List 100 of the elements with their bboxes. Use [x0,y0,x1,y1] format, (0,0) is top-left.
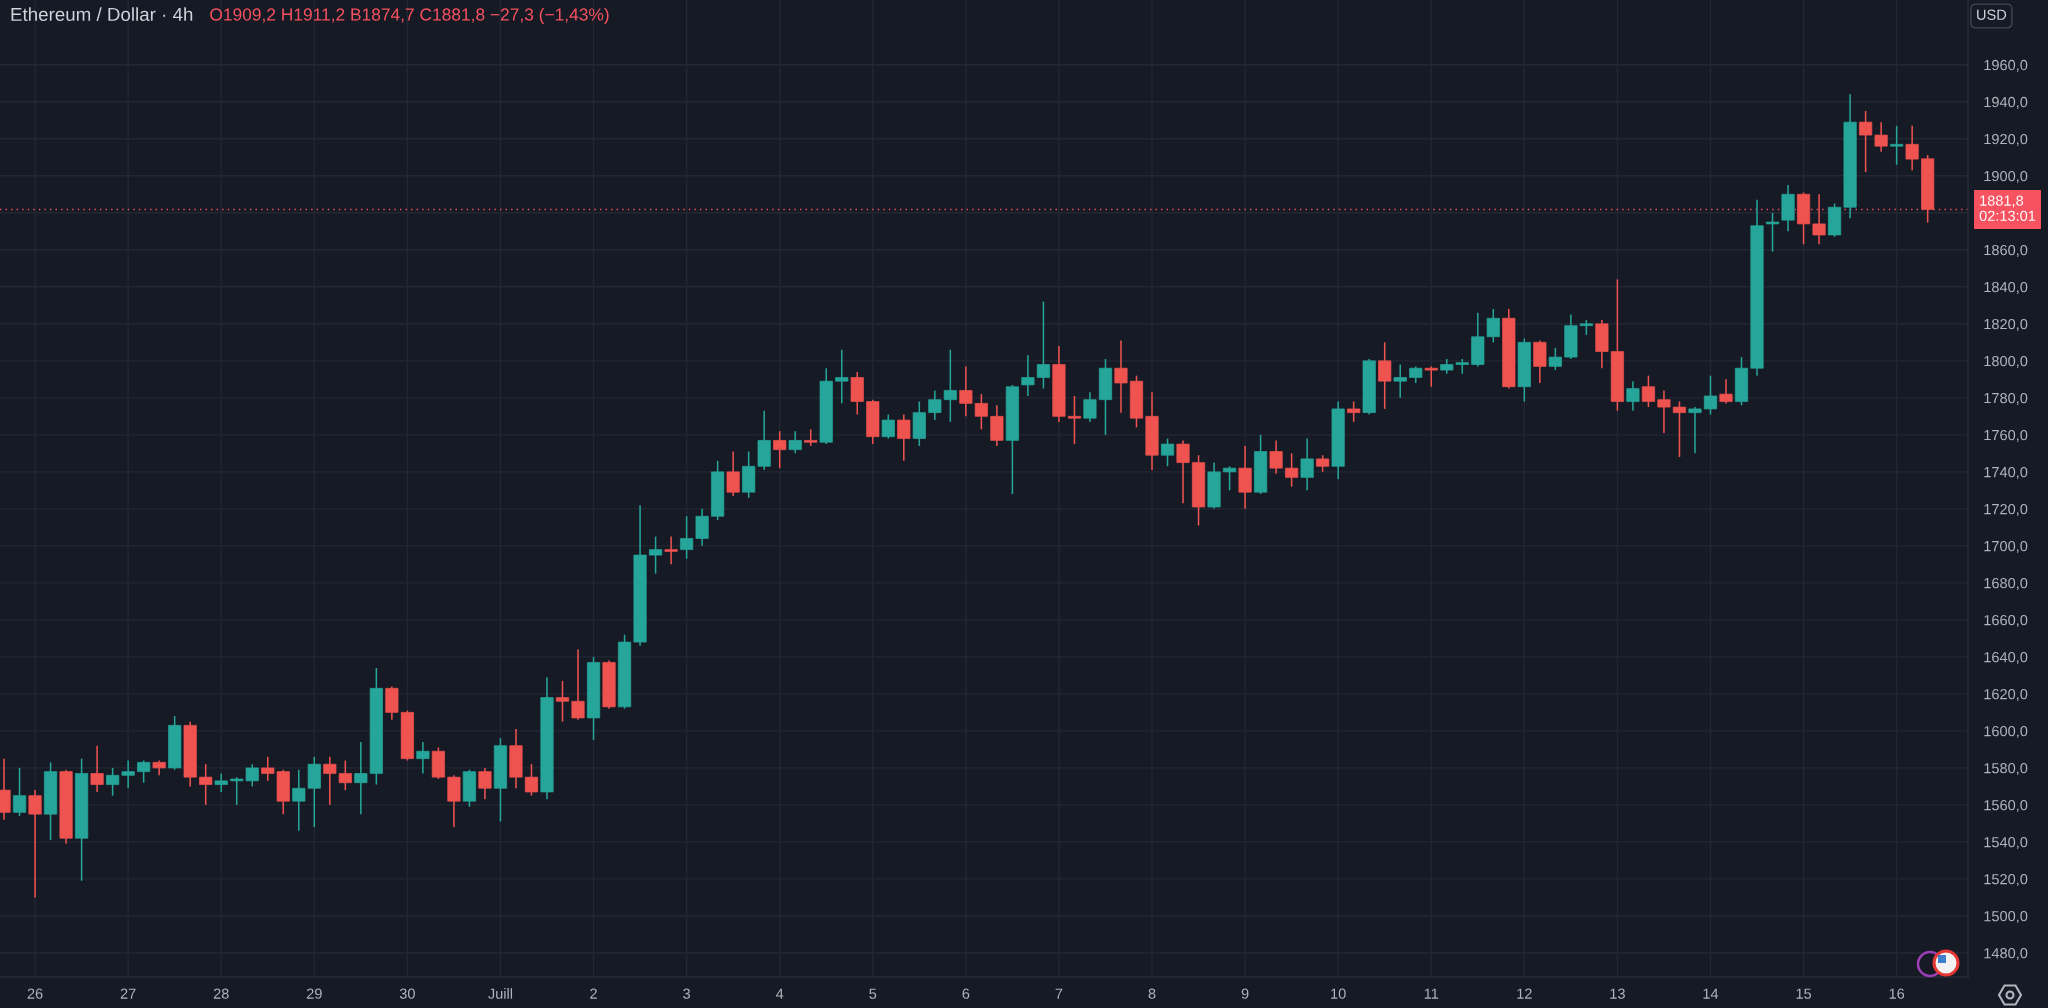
y-tick-label: 1780,0 [1984,392,2028,405]
y-tick-label: 1680,0 [1984,577,2028,591]
x-tick-label: 30 [399,988,415,999]
candlestick [1424,365,1438,388]
candlestick [1905,125,1919,171]
y-tick-label: 1740,0 [1984,466,2028,479]
candlestick [1160,437,1175,468]
y-tick-label: 1500,0 [1984,911,2028,924]
candlestick [106,767,120,797]
y-tick-label: 1820,0 [1984,318,2028,331]
candlestick [1114,339,1128,414]
y-tick-label: 1700,0 [1984,540,2028,554]
candlestick [1641,374,1655,408]
candlestick [881,413,895,440]
candlestick [199,763,213,806]
x-tick-label: 29 [306,988,322,999]
candlestick [1083,391,1097,423]
y-tick-label: 1520,0 [1984,874,2028,887]
y-tick-label: 1660,0 [1984,614,2028,628]
x-tick-label: 6 [962,988,970,999]
y-tick-label: 1560,0 [1984,800,2028,813]
y-tick-label: 1920,0 [1984,133,2028,146]
candlestick [1378,341,1392,410]
y-tick-label: 1600,0 [1984,726,2028,739]
candlestick [1036,300,1050,390]
candlestick [1021,354,1035,397]
candlestick [726,450,740,497]
candlestick [1812,193,1826,246]
x-tick-label: 27 [120,988,136,999]
x-tick-label: 4 [775,988,784,999]
candlestick [1347,400,1361,423]
candlestick [1223,465,1237,492]
candlestick [773,430,787,469]
text: USD [1977,9,2007,20]
candlestick [680,515,694,560]
x-tick-label: 13 [1610,988,1625,999]
candlestick [695,508,709,547]
x-tick-label: 10 [1331,988,1346,999]
candlestick [1269,439,1283,475]
candlestick [90,744,104,793]
y-tick-label: 1860,0 [1984,244,2028,257]
ref-line-label: 1881,8 02:13:01 [1979,195,2036,221]
candlestick [416,741,430,775]
chart-title: Ethereum / Dollar · 4h [11,7,193,22]
x-tick-label: 16 [1889,988,1905,999]
x-tick-label: 9 [1241,988,1249,999]
candlestick [1688,406,1702,455]
candlestick [1300,437,1314,492]
candlestick [1703,374,1718,416]
candlestick [1719,378,1733,405]
candlestick [959,365,973,418]
candlestick [121,759,135,790]
y-tick-label: 1480,0 [1984,948,2028,961]
candlestick [12,767,27,817]
candlestick [571,648,585,721]
y-tick-label: 1760,0 [1984,429,2028,442]
candlestick [524,763,539,797]
candlestick [555,680,570,723]
candlestick [1657,389,1671,434]
y-tick-label: 1720,0 [1984,503,2028,516]
candlestick [478,767,492,801]
x-tick-label: 12 [1517,988,1532,999]
candlestick [649,535,663,575]
candlestick [1874,121,1888,153]
x-tick-label: 7 [1055,988,1063,999]
x-tick-label: 14 [1703,988,1719,999]
candlestick [788,430,802,455]
candlestick [1548,347,1562,371]
y-tick-label: 1900,0 [1984,170,2028,183]
x-tick-label: 5 [869,988,877,999]
candlestick [1765,212,1780,253]
x-tick-label: 26 [27,988,43,999]
candlestick [28,789,42,899]
candlestick [1859,110,1873,173]
candlestick [897,413,911,462]
y-tick-label: 1620,0 [1984,688,2028,702]
x-tick-label: 11 [1424,988,1439,999]
candlestick [1067,395,1081,445]
candlestick [1285,452,1299,488]
candlestick [835,348,849,405]
chart-subtitle: O1909,2 H1911,2 B1874,7 C1881,8 −27,3 (−1,43%) [210,7,609,25]
x-tick-label: 3 [683,988,691,999]
x-tick-label: 28 [213,988,229,999]
candlestick [1393,363,1407,399]
x-tick-label: 15 [1796,988,1812,999]
x-tick-label: 2 [590,988,597,999]
candlestick [664,535,678,566]
y-tick-label: 1800,0 [1984,355,2028,368]
x-tick-label: 8 [1148,988,1156,999]
candlestick [137,759,151,784]
y-tick-label: 1960,0 [1984,59,2028,72]
candlestick [1890,125,1904,166]
candlestick [214,772,228,793]
candlestick [1672,400,1687,458]
y-tick-label: 1640,0 [1984,651,2028,665]
y-tick-label: 1540,0 [1984,837,2028,850]
y-tick-label: 1580,0 [1984,763,2028,776]
y-tick-label: 1940,0 [1984,96,2028,109]
candlestick [1626,380,1640,412]
y-tick-label: 1840,0 [1984,281,2028,294]
